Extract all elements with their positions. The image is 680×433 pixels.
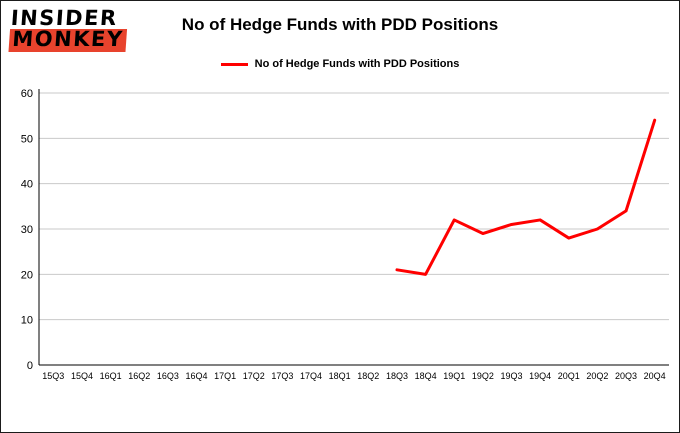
x-tick-label: 20Q1 bbox=[558, 371, 580, 381]
x-tick-label: 19Q3 bbox=[500, 371, 522, 381]
x-tick-label: 20Q4 bbox=[644, 371, 666, 381]
y-tick-label: 10 bbox=[21, 315, 33, 327]
x-tick-label: 15Q3 bbox=[42, 371, 64, 381]
x-tick-label: 18Q1 bbox=[329, 371, 351, 381]
x-tick-label: 17Q1 bbox=[214, 371, 236, 381]
x-tick-label: 16Q1 bbox=[100, 371, 122, 381]
legend-line-swatch bbox=[220, 62, 248, 66]
x-tick-label: 19Q2 bbox=[472, 371, 494, 381]
x-tick-label: 20Q2 bbox=[586, 371, 608, 381]
x-tick-label: 18Q2 bbox=[357, 371, 379, 381]
logo-monkey-text: MONKEY bbox=[8, 27, 128, 52]
chart-title: No of Hedge Funds with PDD Positions bbox=[181, 15, 499, 34]
x-tick-label: 17Q4 bbox=[300, 371, 322, 381]
y-tick-label: 50 bbox=[21, 133, 33, 145]
chart-legend: No of Hedge Funds with PDD Positions bbox=[1, 58, 679, 70]
x-tick-label: 17Q3 bbox=[271, 371, 293, 381]
x-tick-label: 19Q1 bbox=[443, 371, 465, 381]
y-tick-label: 0 bbox=[27, 360, 33, 372]
y-tick-label: 30 bbox=[21, 224, 33, 236]
x-tick-label: 18Q3 bbox=[386, 371, 408, 381]
data-series-line bbox=[395, 118, 657, 276]
x-tick-label: 16Q4 bbox=[185, 371, 207, 381]
x-tick-label: 15Q4 bbox=[71, 371, 93, 381]
x-tick-label: 17Q2 bbox=[243, 371, 265, 381]
x-tick-label: 19Q4 bbox=[529, 371, 551, 381]
legend-label: No of Hedge Funds with PDD Positions bbox=[254, 58, 460, 70]
x-tick-label: 16Q2 bbox=[128, 371, 150, 381]
logo-insider-text: INSIDER bbox=[9, 6, 119, 30]
x-tick-label: 20Q3 bbox=[615, 371, 637, 381]
x-tick-label: 18Q4 bbox=[415, 371, 437, 381]
x-tick-label: 16Q3 bbox=[157, 371, 179, 381]
y-tick-label: 40 bbox=[21, 179, 33, 191]
y-tick-label: 60 bbox=[21, 88, 33, 100]
insider-monkey-logo: INSIDER MONKEY bbox=[8, 6, 128, 52]
y-tick-label: 20 bbox=[21, 269, 33, 281]
